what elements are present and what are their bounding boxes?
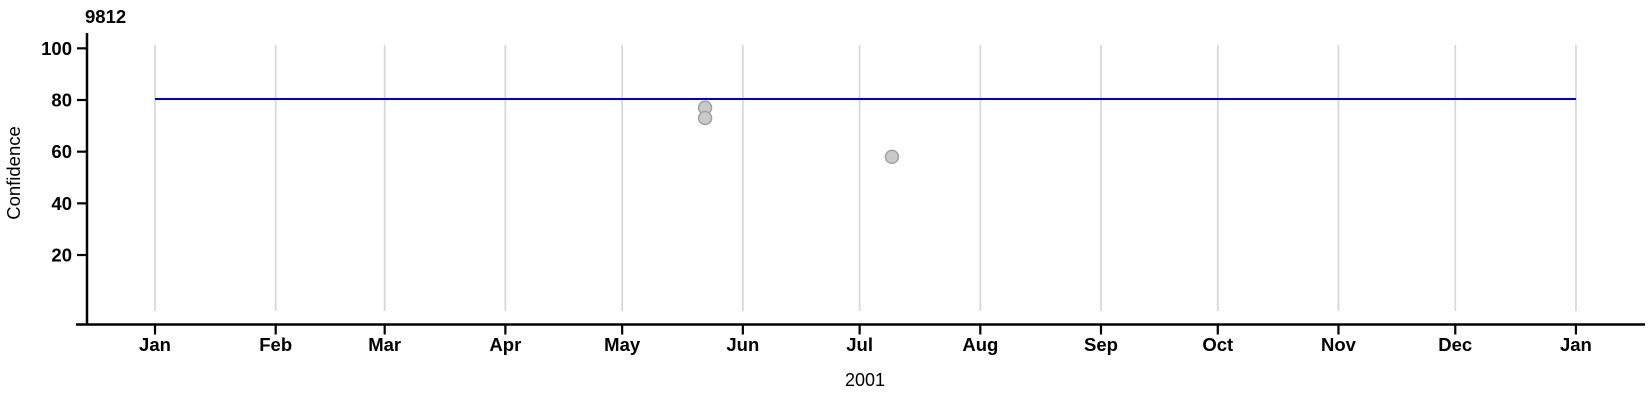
x-tick-label: Oct xyxy=(1202,334,1233,355)
x-tick-label: Sep xyxy=(1084,334,1118,355)
axes-group xyxy=(76,33,1645,335)
y-axis-title: Confidence xyxy=(3,126,24,220)
x-tick-label: Apr xyxy=(489,334,521,355)
x-tick-label: Jun xyxy=(726,334,759,355)
data-point xyxy=(697,110,713,126)
y-tick-label: 80 xyxy=(51,90,72,111)
tick-labels-group: 20 40 60 80 100 Jan Feb Mar Apr May Jun Jul Aug Sep Oc… xyxy=(41,38,1592,355)
x-tick-label: May xyxy=(604,334,641,355)
y-tick-label: 100 xyxy=(41,38,72,59)
x-tick-label: Aug xyxy=(962,334,998,355)
x-tick-label: Feb xyxy=(259,334,292,355)
data-points-group xyxy=(697,100,900,165)
x-tick-label: Jan xyxy=(139,334,171,355)
y-tick-label: 60 xyxy=(51,141,72,162)
x-tick-label: Mar xyxy=(368,334,401,355)
gridlines xyxy=(154,45,1577,311)
x-tick-label: Jan xyxy=(1560,334,1592,355)
x-tick-label: Nov xyxy=(1321,334,1357,355)
x-tick-label: Jul xyxy=(846,334,873,355)
chart-title: 9812 xyxy=(85,6,126,27)
data-point xyxy=(884,149,900,165)
y-tick-label: 20 xyxy=(51,245,72,266)
y-tick-label: 40 xyxy=(51,193,72,214)
x-tick-label: Dec xyxy=(1438,334,1472,355)
x-axis-title: 2001 xyxy=(845,370,885,390)
